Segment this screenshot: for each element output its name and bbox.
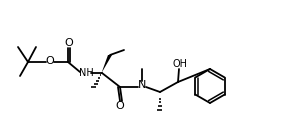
Text: NH: NH: [79, 68, 93, 78]
Text: O: O: [65, 38, 73, 48]
Polygon shape: [102, 55, 112, 73]
Text: O: O: [46, 56, 54, 66]
Text: O: O: [116, 101, 124, 111]
Text: OH: OH: [173, 59, 188, 69]
Text: N: N: [138, 80, 146, 90]
